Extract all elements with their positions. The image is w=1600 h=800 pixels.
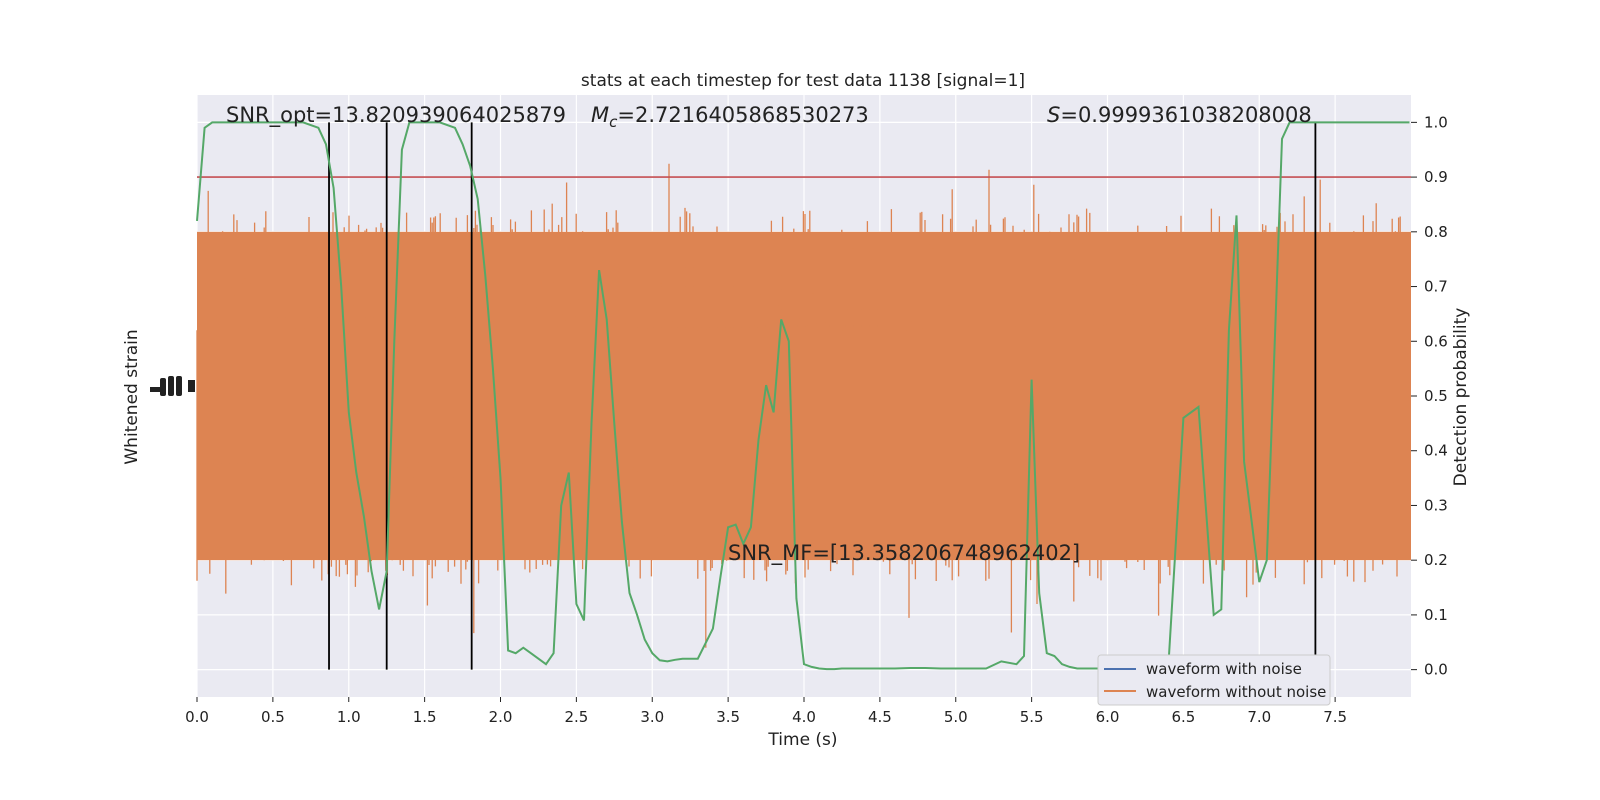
chart-title: stats at each timestep for test data 113… — [581, 71, 1025, 91]
x-axis: 0.0 0.5 1.0 1.5 2.0 2.5 3.0 3.5 4.0 4.5 5.0 5.5 6.0 6… — [185, 697, 1347, 726]
legend: waveform with noise waveform without noi… — [1097, 654, 1331, 706]
x-tick-label: 2.5 — [564, 708, 588, 726]
x-tick-label: 6.0 — [1096, 708, 1120, 726]
left-axis-ticks-glyph — [150, 376, 195, 396]
y-tick-label: 0.9 — [1424, 168, 1448, 186]
snr-opt-annotation: SNR_opt=13.820939064025879 — [226, 103, 566, 128]
detection-boundaries — [328, 122, 1317, 670]
y-tick-label: 1.0 — [1424, 113, 1448, 131]
legend-box — [1097, 654, 1331, 706]
s-annotation: S=0.9999361038208008 — [1047, 103, 1312, 127]
chirp-mass-annotation: Mc=2.7216405868530273 — [591, 103, 869, 131]
snr-mf-annotation: SNR_MF=[13.358206748962402] — [728, 541, 1080, 566]
x-tick-label: 0.5 — [261, 708, 285, 726]
y-axis-right-label: Detection probability — [1451, 308, 1471, 487]
y-tick-label: 0.6 — [1424, 332, 1448, 350]
x-tick-label: 7.0 — [1247, 708, 1271, 726]
y-tick-label: 0.4 — [1424, 442, 1448, 460]
x-tick-label: 1.5 — [413, 708, 437, 726]
y-tick-label: 0.5 — [1424, 387, 1448, 405]
s-symbol: S — [1047, 103, 1060, 127]
x-tick-label: 0.0 — [185, 708, 209, 726]
waveform-without-noise-series — [196, 163, 1411, 648]
x-tick-label: 6.5 — [1171, 708, 1195, 726]
y-tick-label: 0.8 — [1424, 223, 1448, 241]
y-tick-label: 0.2 — [1424, 551, 1448, 569]
x-tick-label: 5.0 — [944, 708, 968, 726]
legend-label-with-noise: waveform with noise — [1146, 660, 1302, 678]
x-tick-label: 4.0 — [792, 708, 816, 726]
y-tick-label: 0.0 — [1424, 661, 1448, 679]
chirp-mass-value: =2.7216405868530273 — [617, 103, 868, 127]
detection-probability-line — [196, 121, 1410, 671]
legend-label-without-noise: waveform without noise — [1146, 683, 1326, 701]
x-tick-label: 5.5 — [1020, 708, 1044, 726]
x-tick-label: 7.5 — [1323, 708, 1347, 726]
x-tick-label: 2.0 — [489, 708, 513, 726]
y-tick-label: 0.3 — [1424, 496, 1448, 514]
s-value: =0.9999361038208008 — [1060, 103, 1311, 127]
y-tick-label: 0.7 — [1424, 278, 1448, 296]
x-tick-label: 3.0 — [640, 708, 664, 726]
x-tick-label: 3.5 — [716, 708, 740, 726]
y-axis-left-label: Whitened strain — [122, 329, 142, 464]
x-tick-label: 4.5 — [868, 708, 892, 726]
y-axis-right: 0.0 0.1 0.2 0.3 0.4 0.5 0.6 0.7 0.8 0.9 1.0 — [1411, 113, 1448, 679]
chirp-mass-subscript: c — [609, 113, 618, 131]
chirp-mass-symbol: M — [591, 103, 609, 127]
x-tick-label: 1.0 — [337, 708, 361, 726]
x-axis-label: Time (s) — [767, 730, 837, 750]
y-tick-label: 0.1 — [1424, 606, 1448, 624]
